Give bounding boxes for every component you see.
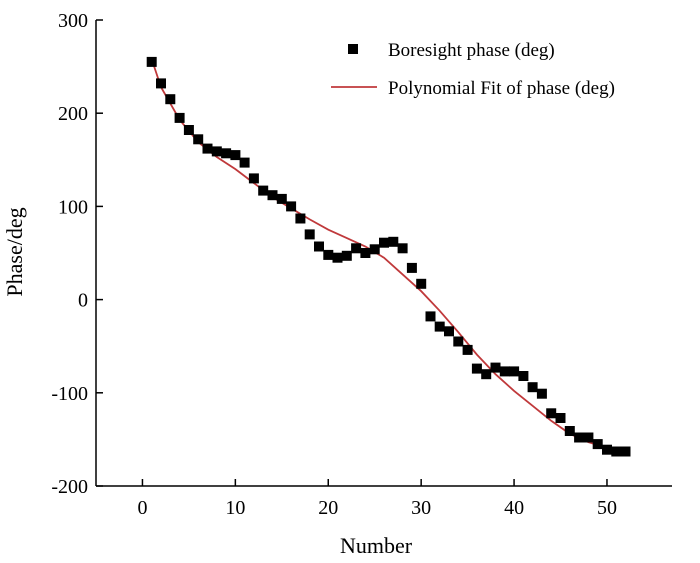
data-point-30 — [416, 278, 427, 289]
legend-text-fit: Polynomial Fit of phase (deg) — [388, 78, 615, 99]
x-tick-label-4: 40 — [504, 497, 524, 519]
x-ticks: 0 10 20 30 40 50 — [137, 479, 617, 519]
data-point-7 — [202, 143, 213, 154]
data-point-33 — [444, 326, 454, 337]
y-tick-label-0: -200 — [51, 476, 88, 498]
series-fit-line — [150, 58, 626, 453]
data-point-1 — [146, 56, 157, 67]
data-point-12 — [248, 173, 259, 184]
y-axis-label: Phase/deg — [2, 207, 27, 296]
x-tick-label-0: 0 — [137, 497, 147, 519]
data-point-47 — [574, 432, 585, 443]
data-point-3 — [165, 94, 176, 105]
data-point-19 — [314, 241, 324, 252]
legend-marker-boresight — [348, 44, 358, 54]
data-point-50 — [602, 444, 612, 455]
data-point-40 — [509, 366, 520, 377]
data-point-49 — [592, 439, 603, 450]
data-point-11 — [239, 157, 250, 168]
data-point-42 — [527, 382, 538, 393]
data-point-6 — [193, 134, 204, 145]
data-point-16 — [286, 201, 297, 212]
x-tick-label-3: 30 — [411, 497, 431, 519]
plot-area: 0 10 20 30 40 50 -200 -100 0 100 200 300 — [51, 10, 672, 519]
data-point-37 — [481, 369, 492, 380]
x-tick-label-1: 10 — [225, 497, 245, 519]
fit-layer — [150, 58, 626, 453]
data-point-31 — [425, 311, 436, 322]
data-point-23 — [351, 243, 362, 254]
data-point-8 — [211, 146, 222, 157]
data-point-45 — [555, 413, 566, 423]
data-point-21 — [332, 252, 343, 263]
y-ticks: -200 -100 0 100 200 300 — [51, 10, 103, 498]
data-point-15 — [276, 193, 287, 204]
data-point-38 — [490, 362, 501, 373]
points-layer — [146, 56, 631, 457]
legend: Boresight phase (deg) Polynomial Fit of … — [331, 40, 615, 99]
data-point-32 — [434, 321, 445, 332]
x-tick-label-2: 20 — [318, 497, 338, 519]
data-point-9 — [221, 148, 232, 159]
data-point-35 — [462, 344, 473, 355]
data-point-25 — [369, 244, 380, 255]
data-point-5 — [183, 125, 194, 135]
data-point-51 — [611, 446, 622, 457]
data-point-20 — [323, 249, 334, 260]
legend-text-boresight: Boresight phase (deg) — [388, 40, 555, 61]
data-point-22 — [341, 250, 352, 261]
y-tick-label-4: 200 — [58, 103, 88, 125]
data-point-10 — [230, 150, 241, 161]
x-axis-label: Number — [340, 533, 413, 558]
data-point-46 — [564, 426, 575, 436]
y-tick-label-3: 100 — [58, 196, 88, 218]
data-point-4 — [174, 112, 185, 123]
data-point-29 — [406, 262, 417, 273]
data-point-17 — [295, 213, 306, 224]
data-point-14 — [267, 190, 278, 201]
data-point-27 — [388, 236, 399, 247]
data-point-41 — [518, 371, 529, 381]
data-point-26 — [379, 237, 389, 248]
data-point-34 — [453, 336, 464, 347]
data-point-52 — [620, 446, 631, 457]
data-point-18 — [304, 229, 315, 240]
y-tick-label-1: -100 — [51, 383, 88, 405]
data-point-44 — [546, 408, 557, 419]
data-point-48 — [583, 432, 594, 443]
y-tick-label-2: 0 — [78, 290, 88, 312]
data-point-24 — [360, 248, 371, 258]
data-point-28 — [397, 243, 408, 254]
data-point-2 — [156, 78, 166, 89]
data-point-39 — [499, 366, 510, 377]
data-point-43 — [536, 388, 547, 399]
data-point-13 — [258, 185, 269, 196]
x-tick-label-5: 50 — [597, 497, 617, 519]
data-point-36 — [471, 363, 482, 374]
y-tick-label-5: 300 — [58, 10, 88, 32]
